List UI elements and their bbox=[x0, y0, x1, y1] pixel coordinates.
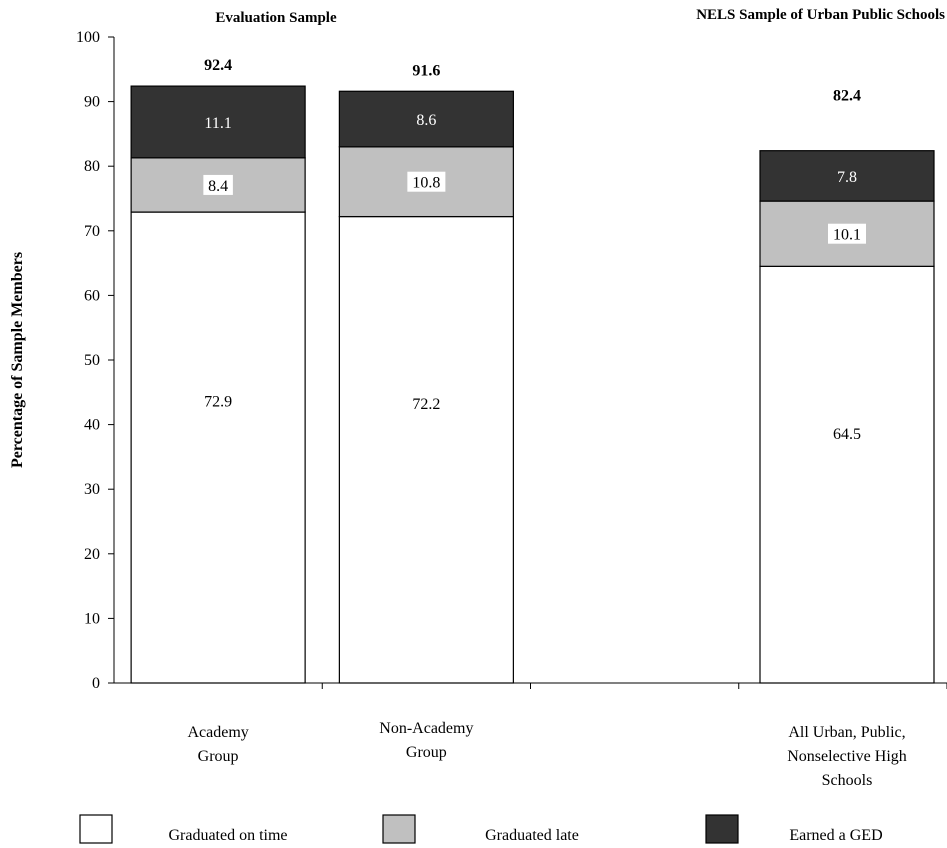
bar-segment bbox=[338, 90, 514, 148]
x-category-label: Academy bbox=[187, 724, 248, 741]
total-label: 92.4 bbox=[204, 57, 232, 74]
data-label: 10.1 bbox=[833, 227, 861, 244]
data-label: 8.4 bbox=[208, 178, 228, 195]
y-tick-label: 20 bbox=[84, 546, 100, 563]
legend-swatch bbox=[705, 814, 739, 844]
y-tick-label: 90 bbox=[84, 94, 100, 111]
legend-entry: Earned a GED bbox=[789, 827, 882, 844]
x-category-label: All Urban, Public, bbox=[788, 724, 905, 741]
x-category-label: Group bbox=[406, 744, 447, 761]
bar-segment bbox=[759, 265, 935, 684]
x-category-label: Nonselective High bbox=[787, 748, 907, 765]
x-category-label: Schools bbox=[822, 772, 873, 789]
bar-segment bbox=[759, 150, 935, 202]
data-label-background bbox=[203, 174, 233, 195]
y-tick-label: 10 bbox=[84, 610, 100, 627]
y-tick-label: 50 bbox=[84, 352, 100, 369]
x-category-label: Group bbox=[198, 748, 239, 765]
y-tick-label: 0 bbox=[92, 675, 100, 692]
y-tick-label: 40 bbox=[84, 417, 100, 434]
data-label-background bbox=[828, 223, 866, 244]
data-label: 7.8 bbox=[837, 169, 857, 186]
y-axis-label: Percentage of Sample Members bbox=[9, 252, 26, 468]
data-label: 72.9 bbox=[204, 393, 232, 410]
y-tick-label: 30 bbox=[84, 481, 100, 498]
bar-segment bbox=[130, 85, 306, 159]
legend-entry: Graduated on time bbox=[168, 827, 287, 844]
legend-swatch bbox=[382, 814, 416, 844]
data-label: 11.1 bbox=[204, 115, 231, 132]
data-label-background bbox=[407, 171, 446, 192]
bar-segment bbox=[338, 215, 514, 684]
y-tick-label: 70 bbox=[84, 223, 100, 240]
x-category-label: Non-Academy bbox=[379, 720, 473, 737]
y-tick-label: 60 bbox=[84, 287, 100, 304]
group-title: Evaluation Sample bbox=[215, 10, 337, 26]
data-label: 8.6 bbox=[416, 112, 436, 129]
total-label: 82.4 bbox=[833, 88, 861, 105]
group-title: NELS Sample of Urban Public Schools bbox=[696, 7, 945, 23]
total-label: 91.6 bbox=[412, 62, 440, 79]
y-tick-label: 100 bbox=[76, 29, 100, 46]
legend-entry: Graduated late bbox=[485, 827, 579, 844]
bar-segment bbox=[130, 211, 306, 684]
y-tick-label: 80 bbox=[84, 158, 100, 175]
legend-swatch bbox=[79, 814, 113, 844]
data-label: 10.8 bbox=[412, 175, 440, 192]
data-label: 64.5 bbox=[833, 426, 861, 443]
bar-segment bbox=[338, 146, 514, 218]
data-label: 72.2 bbox=[412, 396, 440, 413]
